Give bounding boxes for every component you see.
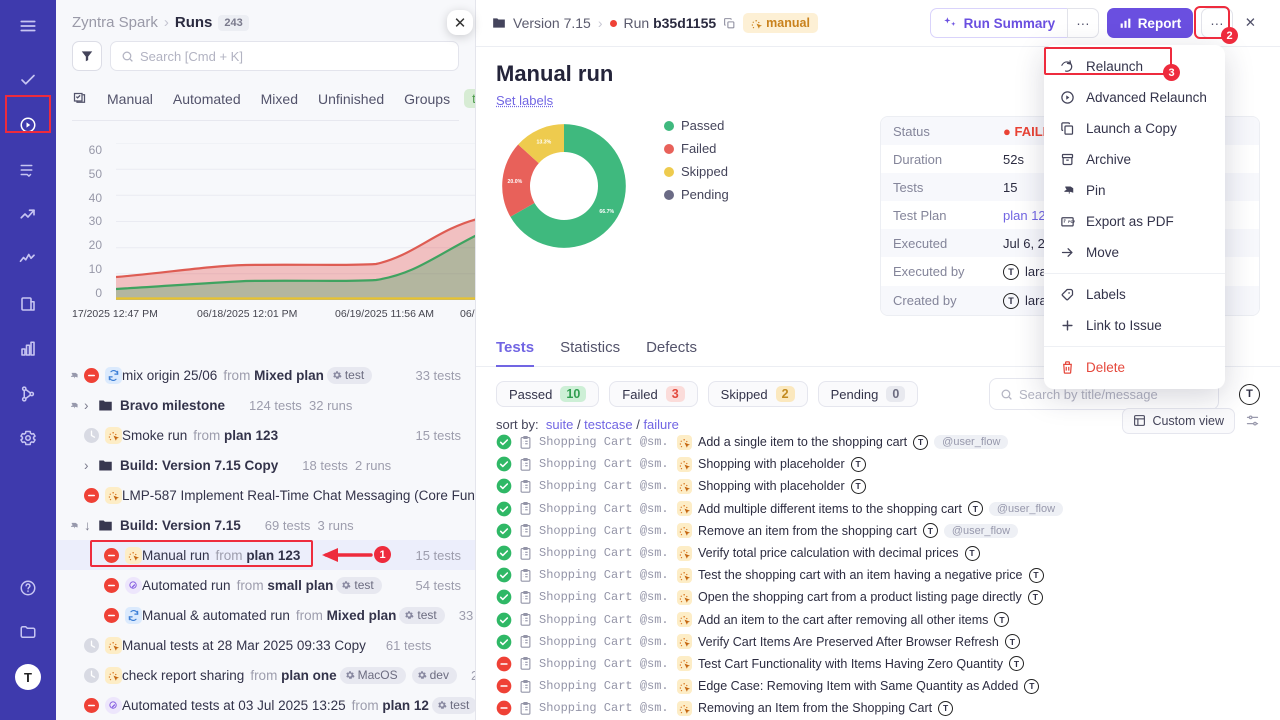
svg-text:66.7%: 66.7% bbox=[599, 209, 614, 215]
svg-text:PDF: PDF bbox=[1068, 220, 1075, 224]
svg-text:20.0%: 20.0% bbox=[507, 179, 522, 185]
svg-text:13.3%: 13.3% bbox=[537, 139, 552, 145]
